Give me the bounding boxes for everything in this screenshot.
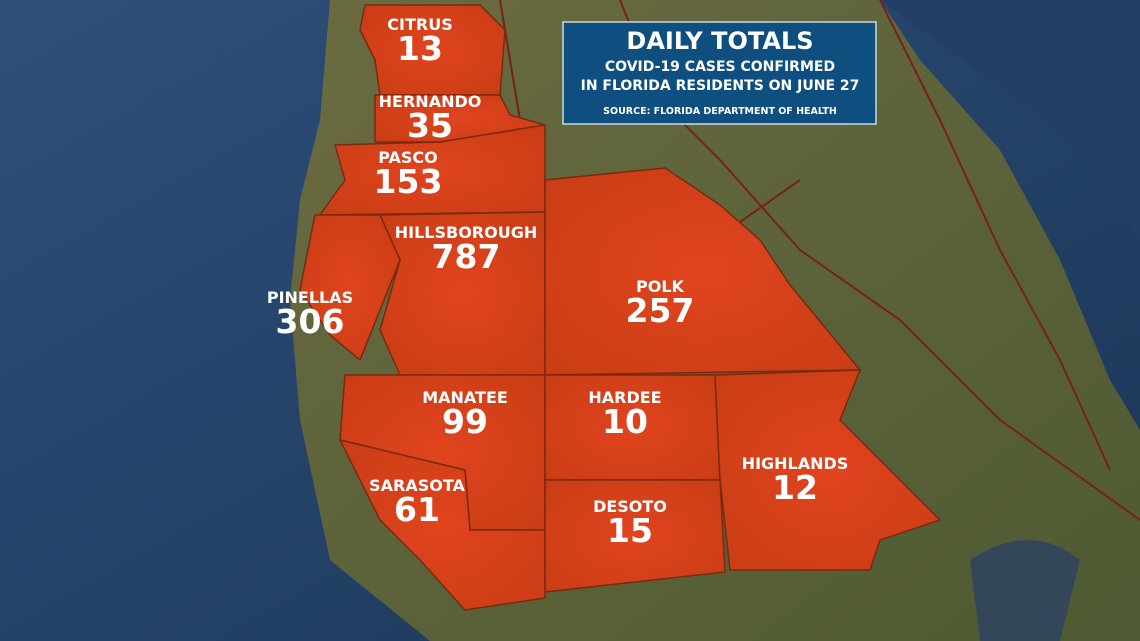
county-name: SARASOTA xyxy=(369,476,465,495)
county-count: 787 xyxy=(432,237,501,276)
county-count: 12 xyxy=(772,468,818,507)
county-count: 15 xyxy=(607,511,653,550)
county-name: HARDEE xyxy=(588,388,661,407)
source: SOURCE: FLORIDA DEPARTMENT OF HEALTH xyxy=(603,106,837,117)
county-name: HIGHLANDS xyxy=(742,454,849,473)
lake xyxy=(970,540,1080,641)
county-count: 257 xyxy=(626,291,695,330)
county-polk xyxy=(544,167,862,376)
county-name: CITRUS xyxy=(387,15,452,34)
county-sarasota xyxy=(338,438,546,611)
subtitle: IN FLORIDA RESIDENTS ON JUNE 27 xyxy=(581,78,860,94)
county-name: PINELLAS xyxy=(267,288,353,307)
county-count: 61 xyxy=(394,490,440,529)
title-box: DAILY TOTALS COVID-19 CASES CONFIRMED IN… xyxy=(562,21,877,125)
county-count: 10 xyxy=(602,402,648,441)
county-name: HILLSBOROUGH xyxy=(395,223,538,242)
county-name: PASCO xyxy=(378,148,438,167)
county-count: 306 xyxy=(276,302,345,341)
county-name: DESOTO xyxy=(593,497,667,516)
county-desoto xyxy=(544,479,726,593)
subtitle: COVID-19 CASES CONFIRMED xyxy=(605,59,835,75)
county-count: 99 xyxy=(442,402,488,441)
county-name: MANATEE xyxy=(422,388,508,407)
county-count: 35 xyxy=(407,106,453,145)
atlantic xyxy=(880,0,1140,240)
county-count: 13 xyxy=(397,29,443,68)
county-name: HERNANDO xyxy=(379,92,482,111)
counties xyxy=(299,4,942,611)
title: DAILY TOTALS xyxy=(626,27,813,55)
county-name: POLK xyxy=(636,277,685,296)
county-highlands xyxy=(714,369,942,571)
title-panel xyxy=(562,21,877,125)
county-pinellas xyxy=(299,214,401,362)
county-count: 153 xyxy=(374,162,443,201)
